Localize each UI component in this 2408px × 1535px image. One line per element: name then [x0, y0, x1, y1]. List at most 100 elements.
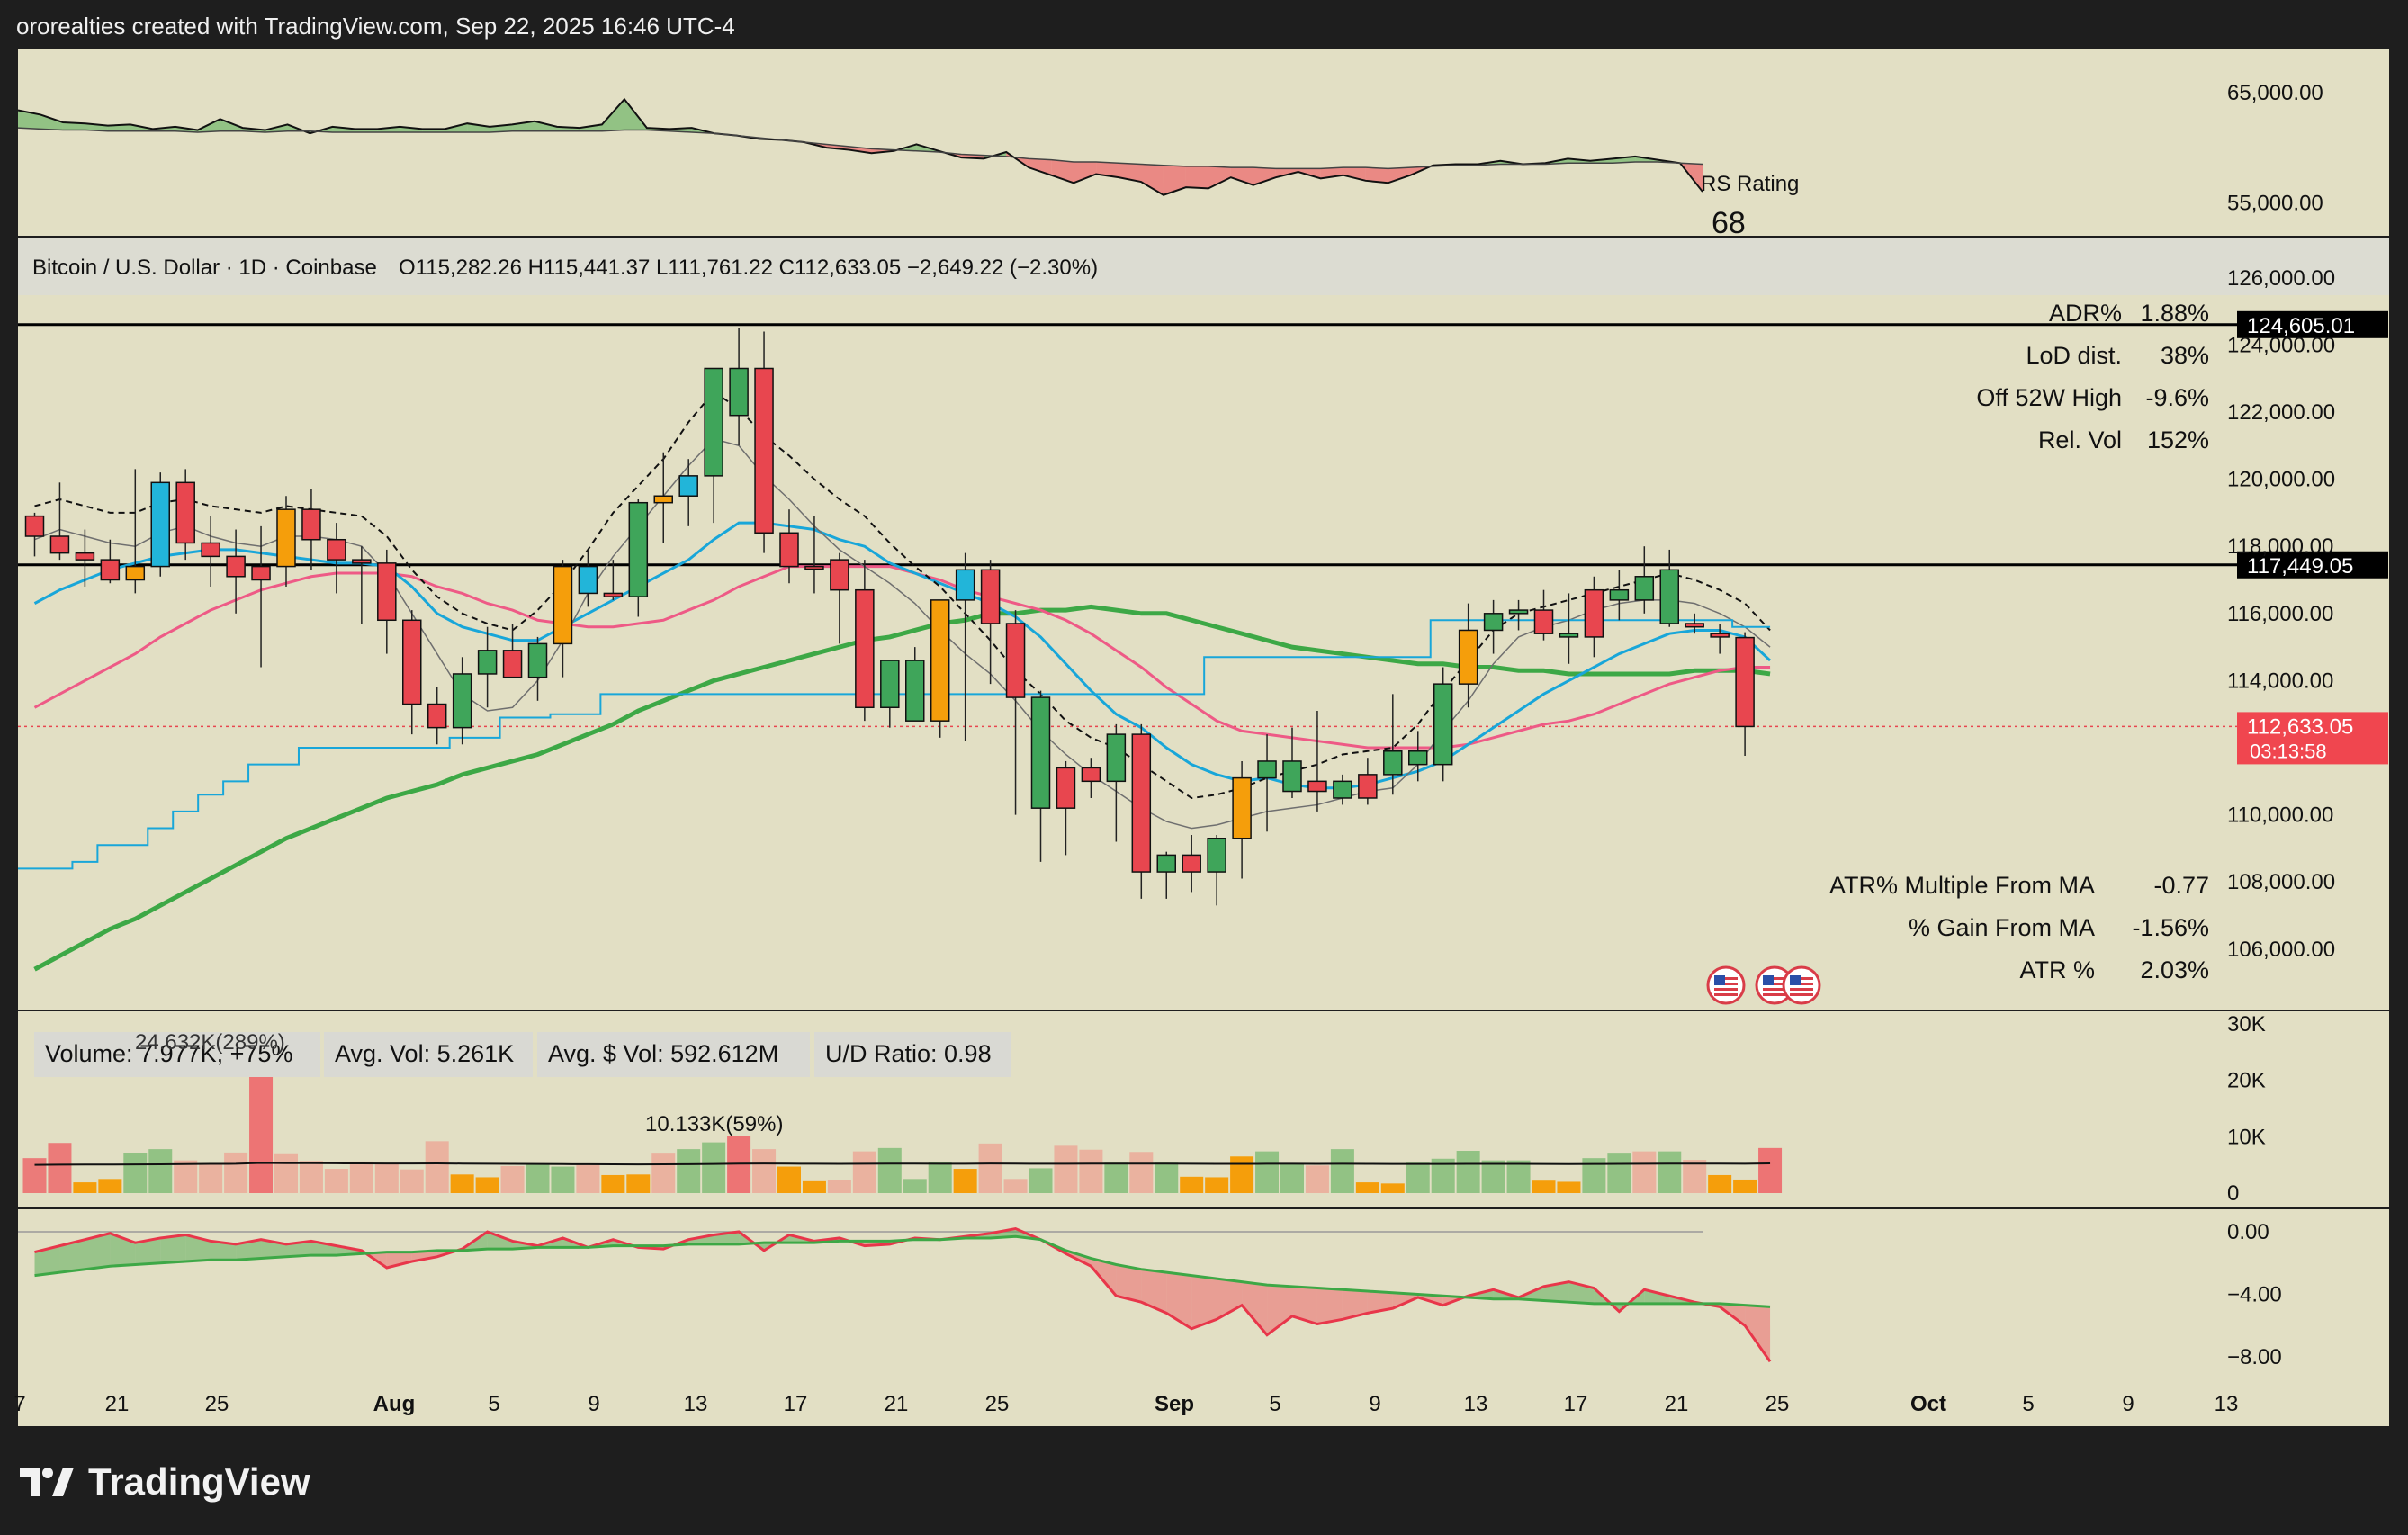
volume-bar: [1104, 1162, 1128, 1193]
rp-fill-segment: [135, 1237, 161, 1265]
candle-body: [1710, 633, 1730, 638]
volume-bar: [349, 1161, 373, 1193]
moving-average-line: [33, 521, 1772, 790]
rs-fill-segment: [535, 121, 558, 131]
tradingview-logo-icon: [20, 1468, 74, 1496]
volume-bar: [1255, 1151, 1280, 1193]
flag-icon-canton: [1790, 975, 1801, 985]
stat-label: ATR %: [2019, 956, 2095, 983]
candle-body: [49, 535, 70, 554]
volume-bar: [1557, 1181, 1581, 1193]
candle-body: [1358, 774, 1378, 799]
rs-fill-segment: [1230, 167, 1253, 185]
price-y-tick: 122,000.00: [2227, 400, 2335, 425]
candle-body: [1182, 854, 1201, 873]
candle-body: [1333, 780, 1352, 799]
volume-bar: [978, 1143, 1002, 1193]
candle-body: [1735, 636, 1755, 728]
price-title: Bitcoin / U.S. Dollar · 1D · Coinbase: [32, 256, 377, 280]
rp-fill-segment: [1242, 1281, 1268, 1335]
moving-average-line: [34, 390, 1771, 800]
flag-icon-stripe: [1763, 988, 1786, 991]
volume-bar: [852, 1151, 876, 1193]
candle-body: [653, 495, 673, 504]
volume-annotation: 10.133K(59%): [645, 1112, 783, 1136]
flag-icon-stripe: [1714, 983, 1738, 985]
tradingview-brand[interactable]: TradingView: [20, 1459, 310, 1504]
rs-fill-segment: [1343, 167, 1366, 181]
rs-line: [17, 97, 1703, 196]
rs-fill-segment: [62, 121, 85, 130]
rs-y-tick: 65,000.00: [2227, 81, 2323, 105]
stat-label: Off 52W High: [1976, 384, 2122, 411]
candle-body: [1282, 760, 1302, 793]
x-axis-tick: 21: [885, 1392, 909, 1416]
volume-bar: [400, 1169, 424, 1193]
candle-body: [1207, 837, 1226, 873]
candle-body: [729, 367, 749, 417]
stat-value: 38%: [2161, 342, 2209, 369]
volume-annotation: 24.632K(289%): [135, 1030, 285, 1055]
rp-y-tick: −4.00: [2227, 1283, 2282, 1307]
price-y-tick: 106,000.00: [2227, 938, 2335, 962]
flag-icon-stripe: [1714, 988, 1738, 991]
rs-fill-segment: [1185, 166, 1208, 189]
rs-fill-segment: [1253, 167, 1276, 185]
volume-bar: [651, 1153, 676, 1193]
candle-body: [1056, 767, 1076, 809]
x-axis-tick: 9: [588, 1392, 599, 1416]
rp-fill-segment: [85, 1233, 111, 1270]
volume-bar: [450, 1174, 474, 1193]
candle-body: [1081, 767, 1101, 783]
moving-average-line: [33, 565, 1771, 750]
x-axis-tick: 17: [1564, 1392, 1588, 1416]
volume-bar: [1406, 1162, 1430, 1193]
price-y-tick: 110,000.00: [2227, 803, 2333, 828]
candle-body: [175, 481, 195, 544]
volume-bar: [1607, 1153, 1631, 1193]
volume-bar: [1683, 1160, 1707, 1193]
x-axis-tick: Aug: [373, 1392, 416, 1416]
candle-body: [24, 515, 45, 537]
volume-average-line: [34, 1162, 1771, 1166]
rs-rating-value: 68: [1712, 206, 1746, 240]
rp-fill-segment: [1267, 1285, 1292, 1335]
volume-legend-text: Volume: 7.977K, +75%: [45, 1040, 292, 1067]
price-y-tick: 116,000.00: [2227, 602, 2333, 626]
rs-fill-segment: [467, 123, 490, 132]
last-price-label: 112,633.05: [2247, 714, 2353, 739]
volume-bar: [626, 1174, 651, 1193]
candle-body: [1156, 854, 1176, 873]
candle-body: [377, 562, 397, 622]
volume-bar: [174, 1160, 198, 1193]
stat-label: ATR% Multiple From MA: [1829, 872, 2095, 899]
price-y-tick: 120,000.00: [2227, 468, 2335, 492]
candle-body: [830, 559, 849, 591]
candle-body: [678, 475, 698, 497]
rs-fill-segment: [1074, 162, 1097, 184]
candle-body: [527, 642, 548, 678]
last-price-countdown: 03:13:58: [2250, 740, 2327, 762]
volume-bar: [73, 1182, 97, 1193]
rs-fill-segment: [601, 99, 624, 131]
flag-icon-stripe: [1790, 983, 1813, 985]
rp-ma-line: [34, 1234, 1771, 1308]
candle-body: [150, 481, 170, 568]
volume-bar: [1632, 1151, 1657, 1193]
rp-fill-segment: [286, 1241, 311, 1257]
rp-fill-segment: [185, 1234, 211, 1262]
candle-body: [1458, 629, 1478, 685]
volume-bar: [1003, 1179, 1028, 1193]
candle-body: [251, 565, 271, 581]
volume-bar: [1079, 1149, 1103, 1193]
volume-bar: [752, 1149, 777, 1193]
flag-icon-canton: [1763, 975, 1774, 985]
rp-fill-segment: [59, 1239, 85, 1273]
last-price-badge: [2237, 712, 2388, 765]
rp-fill-segment: [1166, 1272, 1192, 1329]
volume-bar: [425, 1141, 449, 1193]
rp-y-tick: −8.00: [2227, 1345, 2282, 1369]
volume-bar: [877, 1147, 902, 1193]
volume-y-tick: 30K: [2227, 1012, 2266, 1037]
